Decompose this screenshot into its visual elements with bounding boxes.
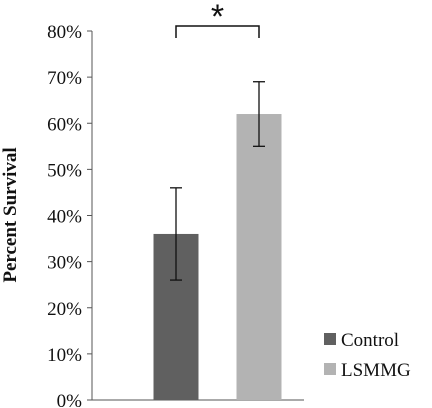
y-tick-label: 0% — [57, 391, 83, 408]
bars — [153, 114, 282, 401]
y-tick-label: 40% — [47, 207, 82, 228]
bar-lsmmg — [236, 114, 282, 401]
y-tick-label: 20% — [47, 299, 82, 320]
y-axis-label: Percent Survival — [0, 147, 21, 282]
legend-label-lsmmg: LSMMG — [341, 360, 411, 381]
y-tick-label: 80% — [47, 22, 82, 43]
error-bars — [170, 81, 265, 281]
y-tick-label: 70% — [47, 68, 82, 89]
legend-swatch-lsmmg — [324, 363, 336, 375]
significance-asterisk: * — [211, 0, 224, 36]
y-tick-label: 50% — [47, 160, 82, 181]
legend-swatch-control — [324, 333, 336, 345]
legend-label-control: Control — [341, 330, 399, 351]
y-tick-label: 10% — [47, 345, 82, 366]
significance-bracket: * — [175, 0, 260, 38]
y-axis-ticks: 0% 10% 20% 30% 40% 50% 60% 70% 80% — [47, 22, 92, 408]
y-tick-label: 30% — [47, 253, 82, 274]
y-tick-label: 60% — [47, 114, 82, 135]
significance-bracket-line — [175, 25, 260, 38]
legend: Control LSMMG — [324, 330, 411, 381]
